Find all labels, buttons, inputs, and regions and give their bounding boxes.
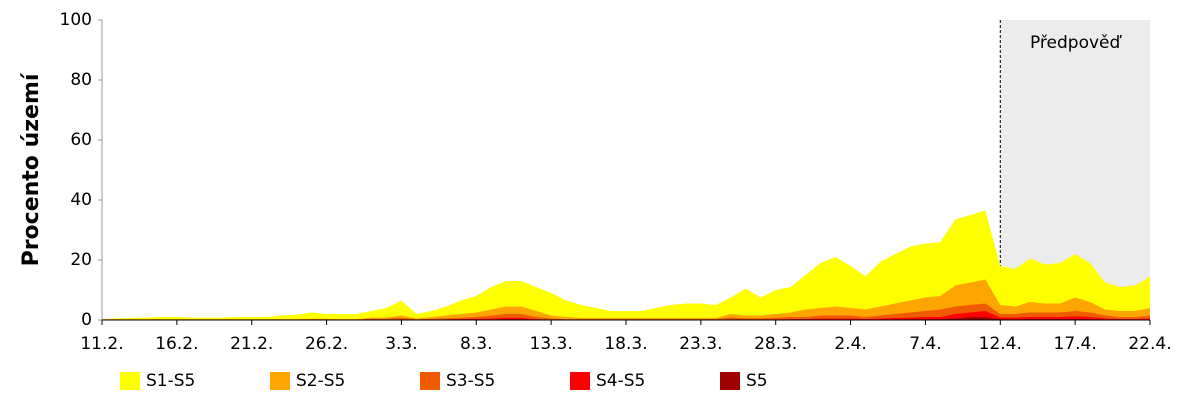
y-tick-label: 100 <box>60 10 92 30</box>
legend-label: S1-S5 <box>146 371 195 391</box>
x-tick-label: 28.3. <box>754 334 797 354</box>
y-tick-label: 60 <box>70 130 92 150</box>
legend-label: S5 <box>746 371 768 391</box>
x-tick-label: 3.3. <box>385 334 417 354</box>
x-tick-label: 23.3. <box>679 334 722 354</box>
x-tick-label: 13.3. <box>530 334 573 354</box>
x-tick-label: 17.4. <box>1054 334 1097 354</box>
x-tick-label: 12.4. <box>979 334 1022 354</box>
x-tick-label: 2.4. <box>834 334 866 354</box>
area <box>102 210 1150 320</box>
y-tick-label: 0 <box>81 310 92 330</box>
x-tick-label: 11.2. <box>80 334 123 354</box>
forecast-label: Předpověď <box>1030 33 1123 53</box>
legend-label: S3-S5 <box>446 371 495 391</box>
legend-swatch <box>120 372 140 390</box>
y-tick-label: 20 <box>70 250 92 270</box>
area <box>102 279 1150 320</box>
x-tick-label: 26.2. <box>305 334 348 354</box>
area <box>102 303 1150 320</box>
y-tick-label: 40 <box>70 190 92 210</box>
legend-swatch <box>270 372 290 390</box>
y-tick-label: 80 <box>70 70 92 90</box>
x-tick-label: 16.2. <box>155 334 198 354</box>
y-axis-label: Procento území <box>19 72 44 266</box>
legend-swatch <box>720 372 740 390</box>
legend-swatch <box>420 372 440 390</box>
x-tick-label: 21.2. <box>230 334 273 354</box>
x-tick-label: 8.3. <box>460 334 492 354</box>
legend-label: S4-S5 <box>596 371 645 391</box>
x-tick-label: 18.3. <box>604 334 647 354</box>
legend-label: S2-S5 <box>296 371 345 391</box>
x-tick-label: 7.4. <box>909 334 941 354</box>
x-tick-label: 22.4. <box>1128 334 1171 354</box>
legend-swatch <box>570 372 590 390</box>
